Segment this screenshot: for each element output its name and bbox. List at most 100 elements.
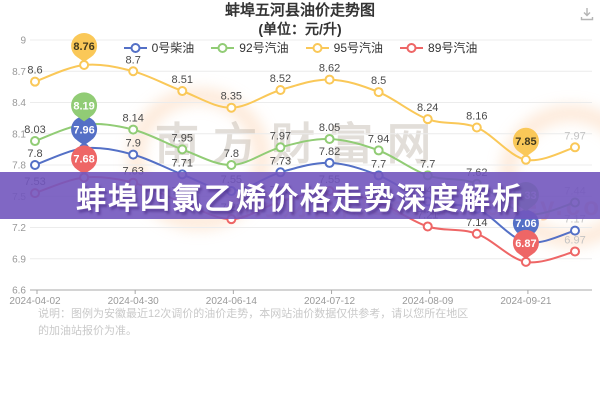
data-label: 8.24 xyxy=(417,102,438,114)
download-icon[interactable] xyxy=(579,6,595,22)
series-line-95号汽油 xyxy=(34,63,576,162)
data-label: 6.97 xyxy=(564,234,585,246)
legend-label: 92号汽油 xyxy=(239,41,289,55)
data-label: 7.7 xyxy=(371,158,386,170)
data-point xyxy=(422,114,433,125)
extreme-pin xyxy=(71,116,98,143)
data-label: 7.95 xyxy=(172,132,193,144)
data-label: 7.94 xyxy=(368,133,389,145)
data-label: 7.7 xyxy=(420,158,435,170)
data-label: 8.52 xyxy=(270,73,291,85)
y-axis-tick-label: 7.8 xyxy=(12,161,26,172)
data-point xyxy=(570,225,580,236)
page-subtitle: (单位：元/升) xyxy=(258,21,342,37)
extreme-pin xyxy=(512,229,539,256)
page-title: 蚌埠五河县油价走势图 xyxy=(224,2,375,19)
x-axis-tick-label: 2024-04-02 xyxy=(9,296,61,307)
data-point xyxy=(324,133,335,144)
legend-item-0号柴油[interactable]: 0号柴油 xyxy=(123,39,195,56)
data-label: 8.35 xyxy=(221,91,242,103)
extreme-pin-label: 7.96 xyxy=(73,124,94,136)
data-label: 8.62 xyxy=(319,63,340,75)
data-label: 7.82 xyxy=(319,146,340,158)
data-label: 7.73 xyxy=(270,155,291,167)
y-axis-tick-label: 9 xyxy=(20,36,26,47)
y-axis-tick-label: 6.9 xyxy=(12,254,26,265)
legend-label: 0号柴油 xyxy=(151,41,195,55)
legend-label: 95号汽油 xyxy=(333,41,384,55)
disclaimer-note: 说明：图例为安徽最近12次调价的油价走势，本网站油价数据仅供参考，请以您所在地区… xyxy=(38,308,469,338)
data-point xyxy=(275,142,286,153)
data-label: 7.8 xyxy=(27,148,42,160)
data-point xyxy=(128,66,139,77)
x-axis-tick-label: 2024-08-09 xyxy=(402,296,454,307)
data-label: 7.71 xyxy=(172,157,193,169)
extreme-pin-label: 7.06 xyxy=(515,218,536,230)
legend-marker-icon xyxy=(400,42,424,53)
data-label: 7.97 xyxy=(564,130,585,142)
legend-item-89号汽油[interactable]: 89号汽油 xyxy=(399,39,477,56)
x-axis-tick-label: 2024-04-30 xyxy=(108,296,160,307)
y-axis-tick-label: 6.6 xyxy=(12,286,26,297)
y-axis-tick-label: 7.2 xyxy=(12,223,26,234)
data-point xyxy=(422,221,433,232)
data-point xyxy=(275,85,286,95)
legend-marker-icon xyxy=(305,42,329,53)
legend-marker-icon xyxy=(123,42,147,53)
x-axis-tick-label: 2024-09-21 xyxy=(500,296,552,307)
y-axis-tick-label: 8.4 xyxy=(12,98,26,109)
chart-legend: 0号柴油 92号汽油 95号汽油 89号汽油 xyxy=(0,39,600,56)
data-label: 8.6 xyxy=(27,65,42,77)
extreme-pin-label: 7.68 xyxy=(73,154,94,166)
y-axis-tick-label: 8.7 xyxy=(12,67,26,78)
data-label: 7.14 xyxy=(466,217,487,229)
legend-marker-icon xyxy=(211,42,235,53)
y-axis-tick-label: 8.1 xyxy=(12,129,26,140)
legend-item-92号汽油[interactable]: 92号汽油 xyxy=(210,39,289,56)
data-label: 7.8 xyxy=(224,148,239,160)
data-point xyxy=(128,149,139,160)
data-label: 8.16 xyxy=(466,111,487,123)
data-point xyxy=(471,228,482,239)
extreme-pin-label: 8.76 xyxy=(73,41,94,53)
extreme-pin xyxy=(512,127,539,154)
data-label: 8.03 xyxy=(24,124,45,136)
extreme-pin-label: 8.19 xyxy=(73,100,94,112)
data-point xyxy=(177,144,188,155)
data-point xyxy=(30,160,40,170)
data-point xyxy=(30,136,40,147)
data-label: 8.5 xyxy=(371,75,386,87)
data-point xyxy=(520,256,531,267)
data-point xyxy=(226,160,237,170)
extreme-pin xyxy=(71,145,98,172)
data-label: 8.7 xyxy=(126,54,141,66)
data-point xyxy=(373,87,384,98)
data-label: 7.97 xyxy=(270,130,291,142)
data-point xyxy=(324,74,335,85)
data-point xyxy=(373,145,384,156)
extreme-pin-label: 7.85 xyxy=(515,136,536,148)
extreme-pin xyxy=(71,33,98,59)
data-label: 7.9 xyxy=(126,138,141,150)
extreme-pin xyxy=(71,92,98,119)
data-point xyxy=(128,124,139,135)
promo-banner-text: 蚌埠四氯乙烯价格走势深度解析 xyxy=(76,182,524,216)
x-axis-tick-label: 2024-07-12 xyxy=(304,296,356,307)
data-point xyxy=(226,102,237,113)
data-point xyxy=(570,142,580,153)
promo-banner[interactable]: 蚌埠四氯乙烯价格走势深度解析 xyxy=(0,172,600,219)
data-point xyxy=(471,122,482,133)
extreme-pin-label: 6.87 xyxy=(515,238,536,250)
legend-label: 89号汽油 xyxy=(428,41,478,55)
data-point xyxy=(570,246,580,257)
x-axis-tick-label: 2024-06-14 xyxy=(206,296,258,307)
data-point xyxy=(324,157,335,168)
data-point xyxy=(79,60,90,70)
data-label: 8.14 xyxy=(122,113,143,125)
data-point xyxy=(177,86,188,97)
data-label: 8.05 xyxy=(319,122,340,134)
data-label: 8.51 xyxy=(172,74,193,86)
legend-item-95号汽油[interactable]: 95号汽油 xyxy=(305,39,383,56)
data-point xyxy=(30,76,40,87)
